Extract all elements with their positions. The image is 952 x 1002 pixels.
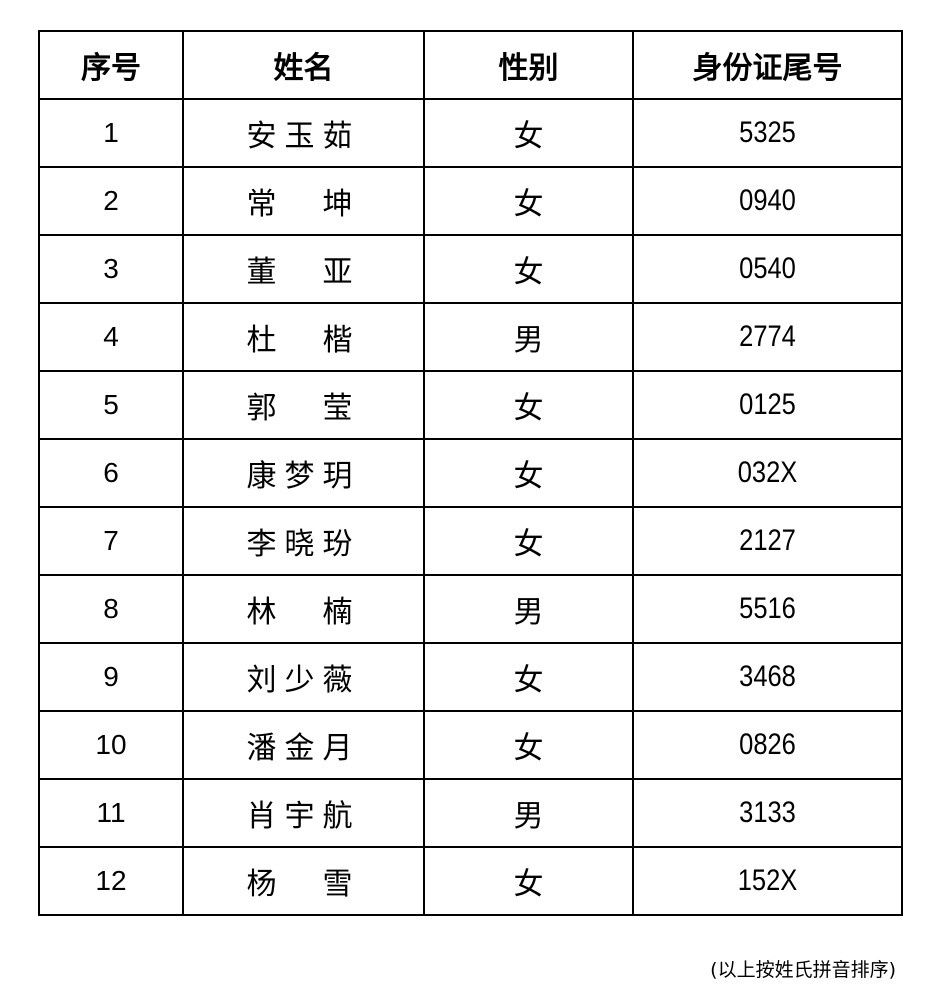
- cell-id-suffix: 5516: [652, 574, 883, 644]
- cell-gender: 女: [423, 438, 634, 508]
- cell-id-suffix: 0540: [652, 234, 883, 304]
- cell-name: 李晓玢: [182, 506, 425, 576]
- cell-gender: 女: [423, 642, 634, 712]
- sort-note: (以上按姓氏拼音排序): [710, 959, 896, 981]
- cell-id-suffix: 152X: [652, 846, 883, 916]
- cell-id-suffix: 032X: [652, 438, 883, 508]
- table-row: 6 康梦玥女 032X: [38, 438, 902, 508]
- table-row: 11 肖宇航男 3133: [38, 778, 902, 848]
- cell-id-suffix: 3468: [652, 642, 883, 712]
- cell-index: 8: [38, 574, 184, 644]
- cell-index: 7: [38, 506, 184, 576]
- cell-index: 1: [38, 98, 184, 168]
- cell-index: 9: [38, 642, 184, 712]
- cell-gender: 女: [423, 846, 634, 916]
- cell-name: 潘金月: [182, 710, 425, 780]
- cell-id-suffix: 0125: [652, 370, 883, 440]
- cell-gender: 女: [423, 710, 634, 780]
- cell-gender: 男: [423, 302, 634, 372]
- table-row: 12 杨 雪女 152X: [38, 846, 902, 916]
- cell-gender: 女: [423, 234, 634, 304]
- cell-gender: 女: [423, 506, 634, 576]
- cell-name: 杜 楷: [182, 302, 425, 372]
- cell-name: 郭 莹: [182, 370, 425, 440]
- cell-name: 刘少薇: [182, 642, 425, 712]
- cell-name: 常 坤: [182, 166, 425, 236]
- cell-id-suffix: 0826: [652, 710, 883, 780]
- table-row: 1 安玉茹女 5325: [38, 98, 902, 168]
- cell-id-suffix: 0940: [652, 166, 883, 236]
- cell-index: 4: [38, 302, 184, 372]
- cell-gender: 女: [423, 98, 634, 168]
- cell-id-suffix: 5325: [652, 98, 883, 168]
- table-row: 10 潘金月女 0826: [38, 710, 902, 780]
- cell-index: 3: [38, 234, 184, 304]
- cell-name: 董 亚: [182, 234, 425, 304]
- cell-name: 肖宇航: [182, 778, 425, 848]
- header-row: 序号 姓名 性别 身份证尾号: [38, 30, 903, 100]
- table-row: 7 李晓玢女 2127: [38, 506, 902, 576]
- cell-index: 12: [38, 846, 184, 916]
- cell-index: 6: [38, 438, 184, 508]
- cell-id-suffix: 2127: [652, 506, 883, 576]
- header-gender: 性别: [423, 30, 634, 100]
- cell-index: 10: [38, 710, 184, 780]
- cell-name: 杨 雪: [182, 846, 425, 916]
- cell-id-suffix: 3133: [652, 778, 883, 848]
- cell-id-suffix: 2774: [652, 302, 883, 372]
- header-index: 序号: [38, 30, 184, 100]
- cell-index: 11: [38, 778, 184, 848]
- cell-gender: 男: [423, 574, 634, 644]
- cell-name: 林 楠: [182, 574, 425, 644]
- header-name: 姓名: [182, 30, 425, 100]
- table-row: 9 刘少薇女 3468: [38, 642, 902, 712]
- cell-gender: 男: [423, 778, 634, 848]
- cell-gender: 女: [423, 166, 634, 236]
- cell-index: 2: [38, 166, 184, 236]
- cell-gender: 女: [423, 370, 634, 440]
- cell-name: 康梦玥: [182, 438, 425, 508]
- cell-index: 5: [38, 370, 184, 440]
- cell-name: 安玉茹: [182, 98, 425, 168]
- header-id-suffix: 身份证尾号: [632, 30, 903, 100]
- roster-table: 序号 姓名 性别 身份证尾号 1 安玉茹女 5325 2 常 坤女 0940 3 董 亚女 05…: [38, 30, 903, 916]
